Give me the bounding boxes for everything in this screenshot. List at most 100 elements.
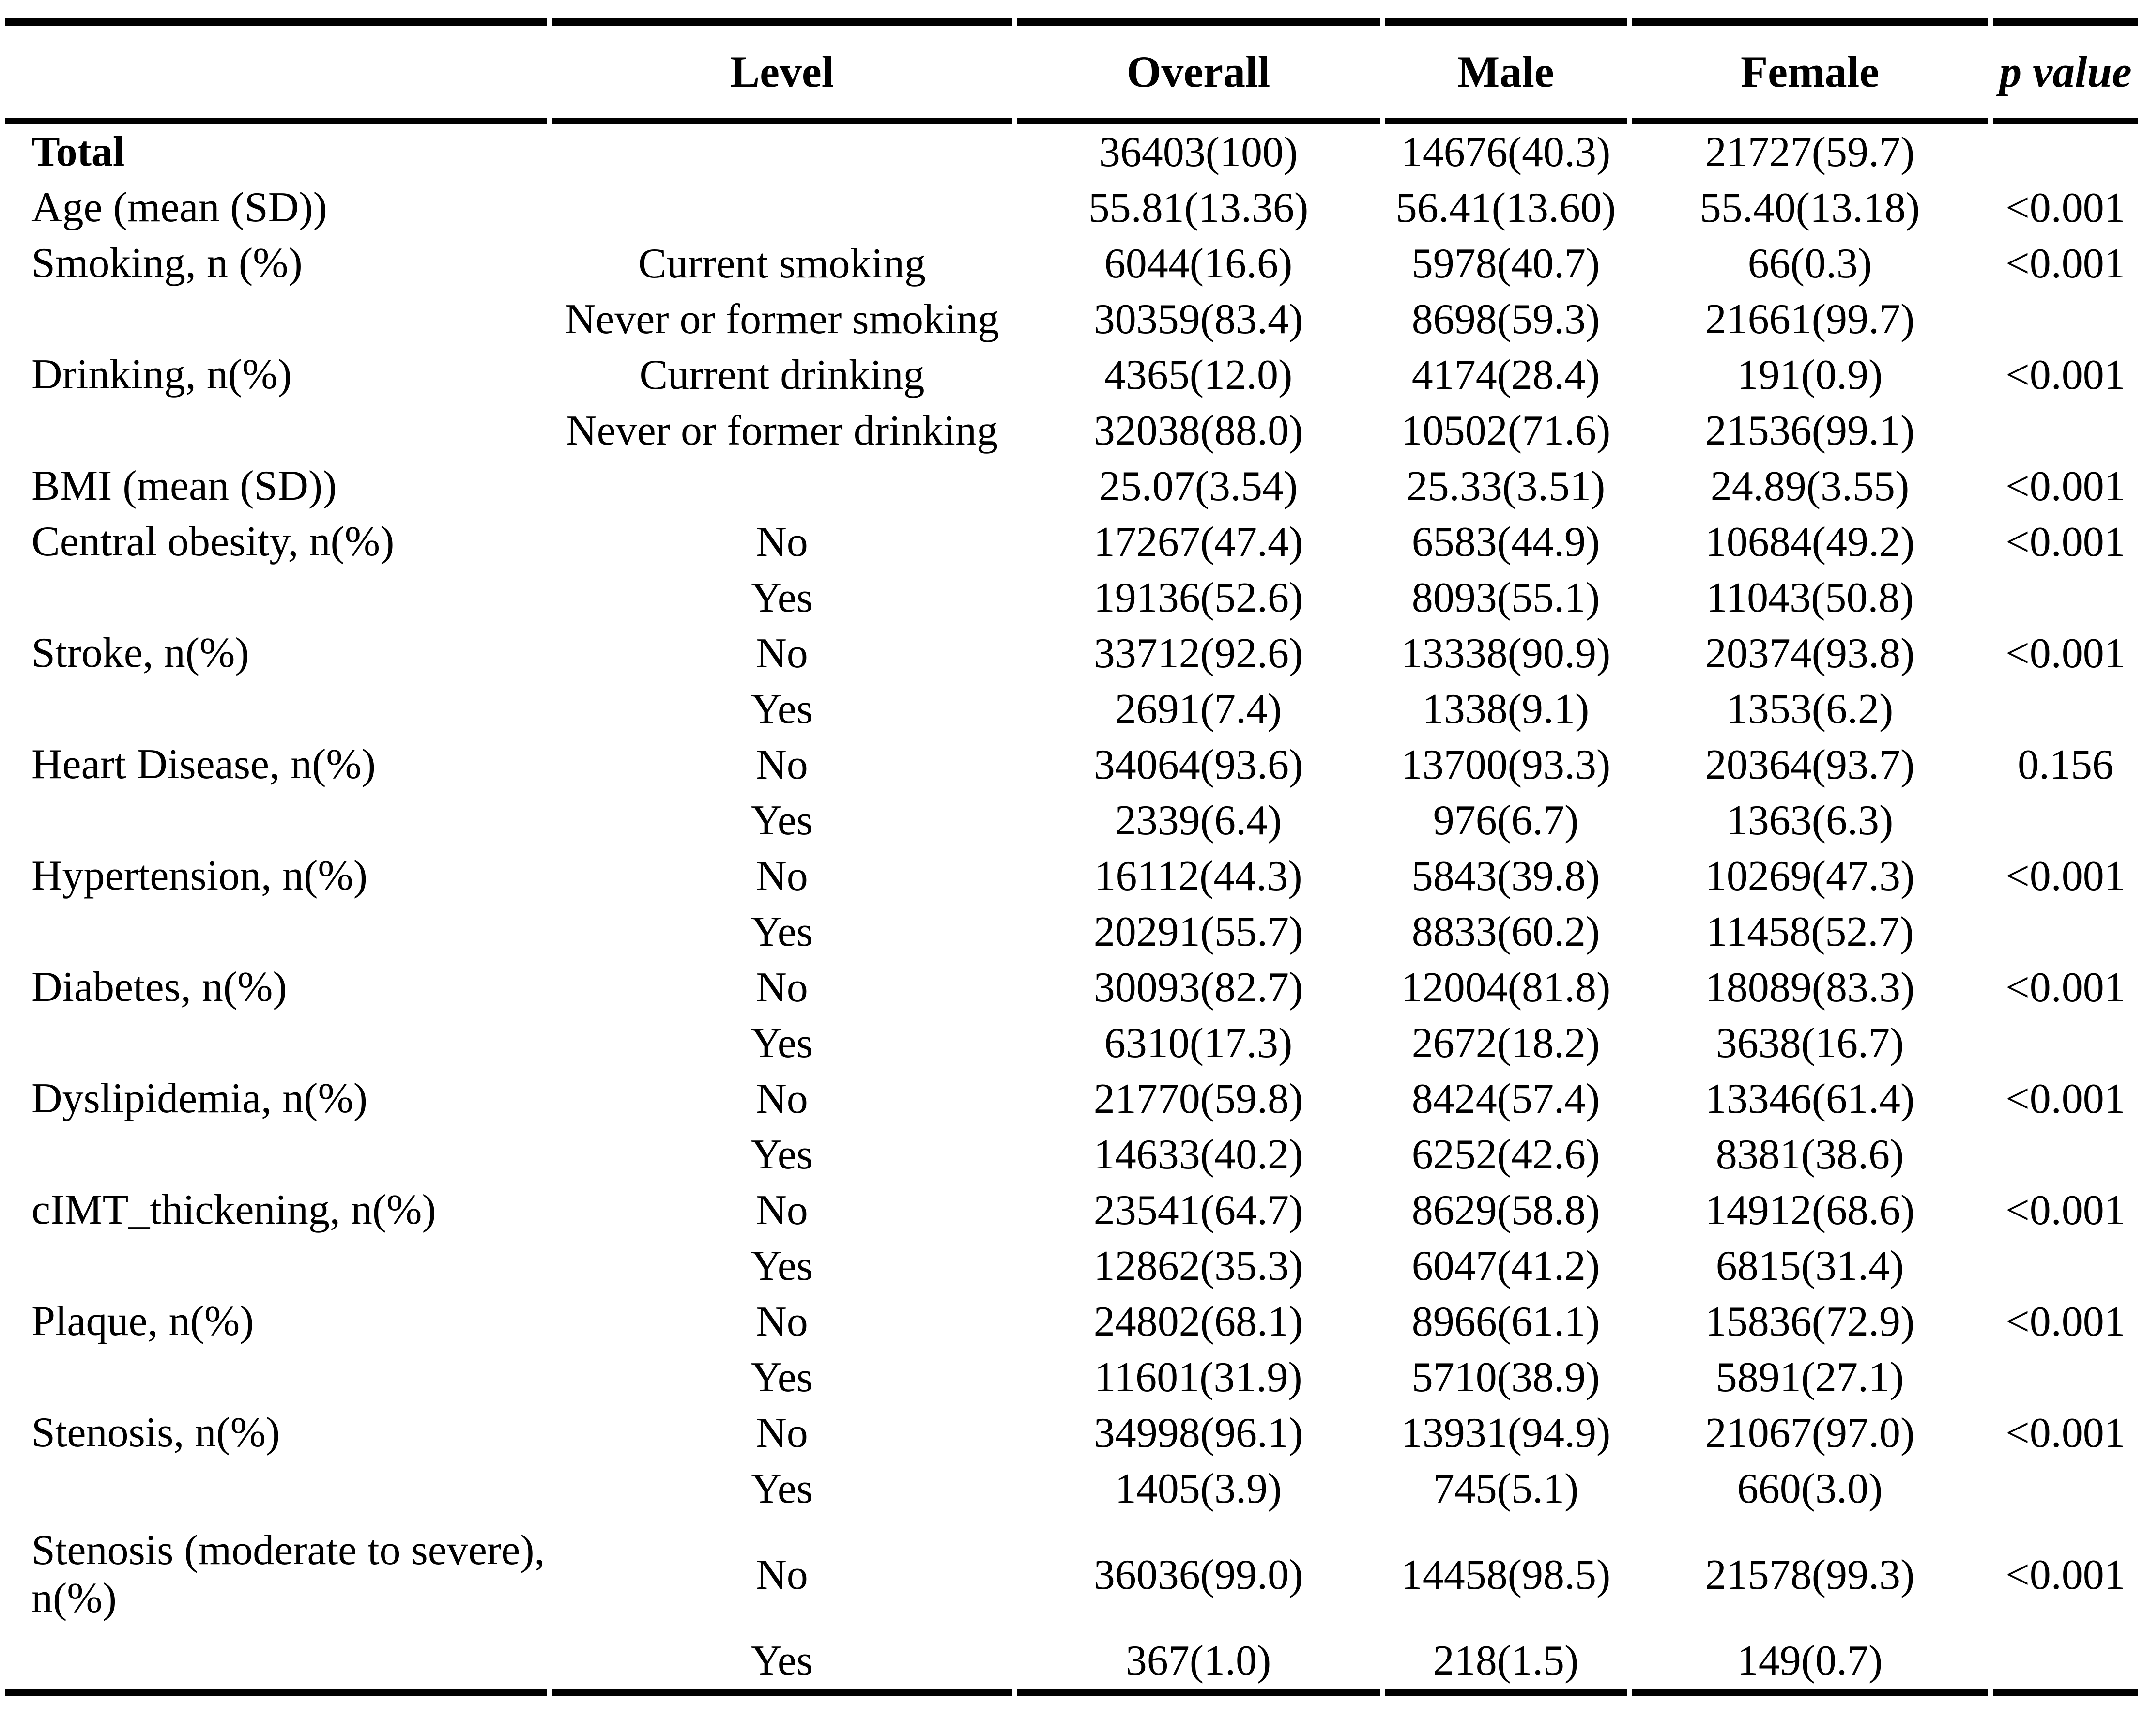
cell-label: BMI (mean (SD))	[31, 462, 337, 510]
cell-male: 5843(39.8)	[1411, 853, 1600, 900]
cell-level: Yes	[750, 797, 813, 844]
table-row: Yes 14633(40.2) 6252(42.6) 8381(38.6)	[5, 1127, 2138, 1183]
cell-level: Yes	[750, 1243, 813, 1290]
cell-label: Heart Disease, n(%)	[31, 741, 376, 788]
cell-male: 14458(98.5)	[1401, 1551, 1611, 1598]
cell-female: 21536(99.1)	[1705, 407, 1915, 454]
cell-label	[5, 292, 547, 347]
cell-female: 6815(31.4)	[1715, 1243, 1904, 1290]
cell-overall: 20291(55.7)	[1093, 908, 1303, 955]
table-row: Stenosis, n(%) No 34998(96.1) 13931(94.9) 21…	[5, 1405, 2138, 1461]
cell-level	[552, 459, 1012, 514]
cell-label: Total	[31, 128, 125, 176]
cell-male: 8698(59.3)	[1411, 296, 1600, 343]
cell-level: Current smoking	[638, 240, 926, 287]
table-row: Stroke, n(%) No 33712(92.6) 13338(90.9) 2037…	[5, 626, 2138, 681]
cell-label	[5, 793, 547, 848]
cell-female: 1363(6.3)	[1726, 797, 1894, 844]
cell-p-value	[1993, 1127, 2138, 1183]
table-row: Hypertension, n(%) No 16112(44.3) 5843(39.8…	[5, 848, 2138, 904]
cell-overall: 24802(68.1)	[1093, 1298, 1303, 1345]
cell-level: Yes	[750, 574, 813, 621]
cell-label: Stenosis, n(%)	[31, 1409, 280, 1457]
cell-p-value	[1993, 1238, 2138, 1294]
cell-male: 8833(60.2)	[1411, 908, 1600, 955]
table-row: Stenosis (moderate to severe), n(%) No 360…	[5, 1517, 2138, 1633]
cell-female: 11043(50.8)	[1706, 574, 1914, 621]
table-row: Plaque, n(%) No 24802(68.1) 8966(61.1) 15836…	[5, 1294, 2138, 1350]
cell-p-value: <0.001	[2005, 964, 2126, 1011]
cell-label	[5, 1350, 547, 1405]
cell-overall: 33712(92.6)	[1093, 630, 1303, 677]
baseline-characteristics-table: Level Overall Male Female p value Total 3…	[0, 18, 2143, 1696]
cell-label: Stenosis (moderate to severe), n(%)	[31, 1527, 545, 1622]
cell-overall: 367(1.0)	[1017, 1633, 1380, 1696]
cell-female: 24.89(3.55)	[1710, 463, 1910, 510]
cell-male: 6047(41.2)	[1411, 1243, 1600, 1290]
table-row: cIMT_thickening, n(%) No 23541(64.7) 8629(5…	[5, 1183, 2138, 1238]
table-body: Total 36403(100) 14676(40.3) 21727(59.7) Age…	[5, 124, 2138, 1696]
cell-p-value: <0.001	[2005, 240, 2126, 287]
cell-overall: 2691(7.4)	[1115, 686, 1282, 733]
cell-level: Never or former drinking	[566, 407, 998, 454]
cell-female: 21578(99.3)	[1705, 1551, 1915, 1598]
cell-overall: 1405(3.9)	[1115, 1465, 1282, 1512]
cell-female: 20374(93.8)	[1705, 630, 1915, 677]
cell-female: 20364(93.7)	[1705, 741, 1915, 788]
cell-overall: 6044(16.6)	[1104, 240, 1293, 287]
table-row: Smoking, n (%) Current smoking 6044(16.6) 5…	[5, 236, 2138, 292]
cell-female: 18089(83.3)	[1705, 964, 1915, 1011]
cell-p-value: <0.001	[2005, 1551, 2126, 1598]
cell-male: 13700(93.3)	[1401, 741, 1611, 788]
cell-male: 976(6.7)	[1433, 797, 1579, 844]
cell-level: Yes	[750, 1020, 813, 1067]
cell-level	[552, 180, 1012, 236]
cell-label: Plaque, n(%)	[31, 1298, 254, 1345]
cell-label	[5, 570, 547, 626]
cell-male: 8093(55.1)	[1411, 574, 1600, 621]
table-row: Dyslipidemia, n(%) No 21770(59.8) 8424(57.4…	[5, 1071, 2138, 1127]
cell-overall: 21770(59.8)	[1093, 1075, 1303, 1122]
cell-level: Yes	[750, 1131, 813, 1178]
cell-p-value	[1993, 904, 2138, 960]
cell-male: 1338(9.1)	[1422, 686, 1590, 733]
cell-p-value	[1993, 1350, 2138, 1405]
table-row: Never or former drinking 32038(88.0) 10502…	[5, 403, 2138, 459]
col-header-female: Female	[1632, 18, 1988, 124]
cell-female: 55.40(13.18)	[1699, 184, 1920, 231]
cell-p-value: <0.001	[2005, 1075, 2126, 1122]
cell-level: Yes	[750, 686, 813, 733]
cell-p-value: <0.001	[2005, 1298, 2126, 1345]
table-row: Yes 12862(35.3) 6047(41.2) 6815(31.4)	[5, 1238, 2138, 1294]
cell-p-value	[1993, 124, 2138, 180]
cell-p-value	[1993, 681, 2138, 737]
cell-male: 6252(42.6)	[1411, 1131, 1600, 1178]
cell-overall: 34998(96.1)	[1093, 1410, 1303, 1457]
cell-label	[5, 1238, 547, 1294]
cell-overall: 16112(44.3)	[1094, 853, 1302, 900]
cell-label	[5, 1633, 547, 1696]
cell-overall: 19136(52.6)	[1093, 574, 1303, 621]
cell-p-value: <0.001	[2005, 1187, 2126, 1234]
cell-female: 66(0.3)	[1747, 240, 1872, 287]
cell-label: Stroke, n(%)	[31, 630, 249, 677]
cell-overall: 36403(100)	[1099, 129, 1298, 176]
table-row: Drinking, n(%) Current drinking 4365(12.0)…	[5, 347, 2138, 403]
cell-label	[5, 1015, 547, 1071]
cell-female: 10269(47.3)	[1705, 853, 1915, 900]
cell-male: 14676(40.3)	[1401, 129, 1611, 176]
cell-female: 191(0.9)	[1737, 352, 1883, 399]
cell-p-value	[1993, 570, 2138, 626]
cell-label: cIMT_thickening, n(%)	[31, 1186, 436, 1234]
table-row: Yes 20291(55.7) 8833(60.2) 11458(52.7)	[5, 904, 2138, 960]
table-row: Yes 19136(52.6) 8093(55.1) 11043(50.8)	[5, 570, 2138, 626]
cell-overall: 34064(93.6)	[1093, 741, 1303, 788]
col-header-level: Level	[552, 18, 1012, 124]
cell-overall: 25.07(3.54)	[1099, 463, 1298, 510]
cell-label	[5, 1127, 547, 1183]
table-row: Total 36403(100) 14676(40.3) 21727(59.7)	[5, 124, 2138, 180]
cell-level: No	[756, 1075, 808, 1122]
table-row: Central obesity, n(%) No 17267(47.4) 6583(4…	[5, 514, 2138, 570]
cell-p-value: <0.001	[2005, 352, 2126, 399]
cell-p-value: <0.001	[2005, 184, 2126, 231]
